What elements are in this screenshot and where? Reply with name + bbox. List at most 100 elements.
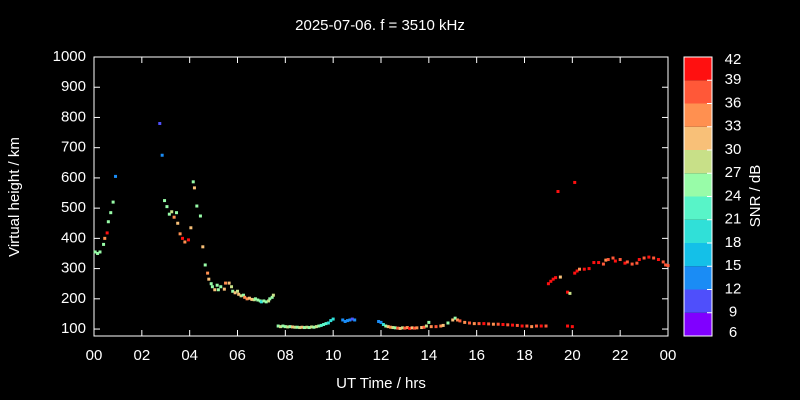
- point: [106, 220, 110, 224]
- point: [551, 277, 555, 281]
- point: [207, 277, 211, 281]
- y-tick-label: 500: [61, 199, 86, 216]
- point: [379, 320, 383, 324]
- point: [592, 261, 596, 265]
- point: [463, 320, 467, 324]
- point: [98, 250, 102, 254]
- x-tick-label: 14: [420, 347, 437, 364]
- y-tick-label: 600: [61, 169, 86, 186]
- point: [241, 293, 245, 297]
- point: [391, 326, 395, 330]
- point: [165, 205, 169, 209]
- point: [326, 321, 330, 325]
- point: [192, 186, 196, 190]
- point: [386, 325, 390, 329]
- point: [549, 279, 553, 283]
- point: [231, 289, 235, 293]
- point: [546, 282, 550, 286]
- x-tick-label: 22: [612, 347, 629, 364]
- point: [623, 261, 627, 265]
- point: [539, 324, 543, 328]
- point: [515, 323, 519, 327]
- point: [230, 285, 234, 289]
- point: [573, 180, 577, 184]
- point: [324, 322, 328, 326]
- point: [346, 319, 350, 323]
- colorbar-tick-label: 24: [725, 187, 742, 204]
- point: [302, 326, 306, 330]
- point: [96, 251, 100, 255]
- point: [256, 298, 260, 302]
- point: [453, 316, 457, 320]
- point: [293, 325, 297, 329]
- point: [314, 325, 318, 329]
- point: [178, 232, 182, 236]
- point: [175, 211, 179, 215]
- colorbar-band: [684, 150, 712, 174]
- colorbar-tick-label: 30: [725, 141, 742, 158]
- point: [393, 326, 397, 330]
- point: [209, 282, 213, 286]
- x-tick-label: 06: [229, 347, 246, 364]
- point: [341, 318, 345, 322]
- colorbar-band: [684, 312, 712, 336]
- point: [544, 324, 548, 328]
- point: [236, 289, 239, 293]
- colorbar-tick-label: 39: [725, 71, 742, 88]
- point: [534, 324, 538, 328]
- point: [213, 288, 217, 292]
- point: [618, 258, 622, 262]
- point: [434, 325, 438, 329]
- point: [283, 325, 287, 329]
- point: [114, 174, 118, 178]
- point: [253, 297, 257, 301]
- point: [353, 318, 357, 322]
- point: [482, 322, 486, 326]
- point: [158, 122, 162, 126]
- colorbar-tick-label: 27: [725, 164, 742, 181]
- point: [160, 153, 164, 157]
- point: [613, 259, 617, 263]
- point: [578, 267, 582, 271]
- point: [587, 267, 591, 271]
- point: [170, 210, 174, 214]
- point: [520, 324, 524, 328]
- x-tick-label: 18: [516, 347, 533, 364]
- y-tick-label: 200: [61, 290, 86, 307]
- point: [300, 325, 304, 329]
- point: [186, 238, 190, 242]
- point: [310, 325, 314, 329]
- point: [601, 262, 605, 266]
- point: [554, 276, 558, 280]
- point: [656, 258, 660, 262]
- point: [625, 260, 629, 264]
- colorbar-tick-label: 12: [725, 280, 742, 297]
- point: [410, 326, 414, 330]
- point: [568, 291, 572, 295]
- point: [582, 267, 586, 271]
- y-tick-label: 400: [61, 229, 86, 246]
- point: [172, 215, 176, 219]
- plot-frame: [93, 56, 669, 337]
- colorbar-tick-label: 36: [725, 94, 742, 111]
- point: [198, 214, 202, 218]
- point: [286, 325, 290, 329]
- point: [381, 323, 385, 327]
- point: [103, 236, 107, 240]
- point: [511, 323, 515, 327]
- colorbar-band: [684, 173, 712, 197]
- x-tick-label: 16: [468, 347, 485, 364]
- point: [276, 324, 280, 328]
- y-axis-label: Virtual height / km: [6, 137, 23, 257]
- point: [247, 296, 251, 300]
- colorbar-tick-label: 42: [725, 51, 742, 68]
- point: [384, 324, 388, 328]
- point: [496, 322, 500, 326]
- point: [427, 320, 431, 324]
- point: [635, 261, 639, 265]
- point: [270, 295, 274, 299]
- point: [237, 292, 241, 296]
- point: [396, 326, 400, 330]
- point: [267, 299, 271, 303]
